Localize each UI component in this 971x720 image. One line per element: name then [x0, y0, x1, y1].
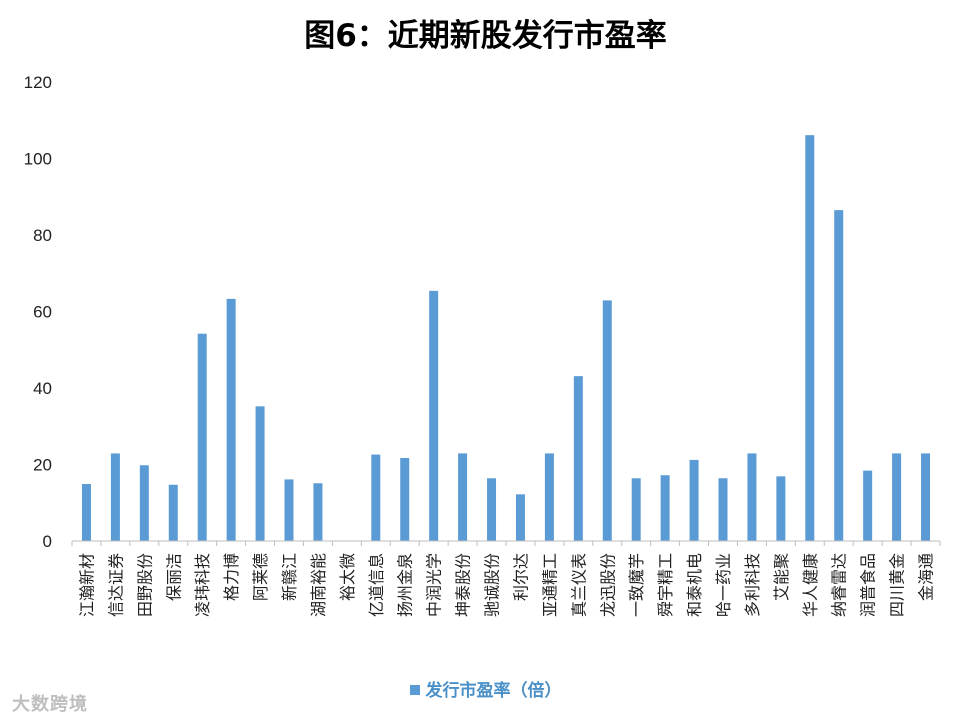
- bar: [834, 210, 844, 541]
- y-tick-label: 100: [24, 150, 52, 169]
- bar: [139, 465, 149, 541]
- bar: [313, 483, 323, 541]
- y-tick-label: 0: [43, 532, 52, 551]
- bar: [371, 454, 381, 541]
- x-tick-label: 亚通精工: [540, 553, 559, 617]
- bar: [168, 484, 178, 541]
- bar: [255, 406, 265, 541]
- x-tick-label: 江瀚新材: [77, 553, 96, 617]
- bar: [921, 453, 931, 541]
- bar: [689, 459, 699, 541]
- watermark: 大数跨境: [12, 694, 88, 715]
- x-tick-label: 纳睿雷达: [830, 553, 849, 617]
- bar: [805, 135, 815, 542]
- x-tick-label: 田野股份: [135, 553, 154, 617]
- bar: [718, 478, 728, 541]
- legend: 发行市盈率（倍）: [0, 676, 971, 701]
- x-tick-label: 润普食品: [859, 553, 878, 617]
- x-tick-label: 坤泰股份: [454, 553, 473, 617]
- x-tick-label: 阿莱德: [251, 553, 270, 601]
- x-tick-label: 亿道信息: [367, 553, 386, 617]
- x-tick-label: 哈一药业: [714, 553, 733, 617]
- x-tick-label: 新赣江: [280, 553, 299, 601]
- bar: [226, 298, 236, 541]
- x-tick-label: 一致魔芋: [627, 553, 646, 617]
- x-tick-label: 中润光学: [425, 553, 444, 617]
- x-tick-label: 金海通: [917, 553, 936, 601]
- x-tick-label: 湖南裕能: [309, 553, 328, 617]
- x-tick-label: 利尔达: [511, 553, 530, 601]
- x-tick-label: 华人健康: [801, 553, 820, 617]
- chart-title: 图6：近期新股发行市盈率: [304, 18, 667, 54]
- bar: [573, 376, 583, 541]
- x-axis: 江瀚新材 信达证券 田野股份 保丽洁 凌玮科技 格力博 阿莱德 新赣江 湖南裕能 裕太微 亿道信息扬…: [71, 540, 941, 617]
- bars-group: [81, 135, 931, 542]
- legend-swatch: [409, 685, 420, 695]
- x-tick-label: 驰诚股份: [483, 553, 502, 617]
- y-tick-label: 40: [33, 379, 52, 398]
- bar: [515, 494, 525, 541]
- bar: [81, 484, 91, 541]
- x-tick-label: 格力博: [222, 553, 241, 601]
- bar: [776, 476, 786, 541]
- x-tick-label: 四川黄金: [888, 553, 907, 617]
- y-tick-label: 80: [33, 226, 52, 245]
- x-tick-label: 凌玮科技: [193, 553, 212, 617]
- x-tick-label: 真兰仪表: [569, 553, 588, 617]
- x-tick-label: 和泰机电: [685, 553, 704, 617]
- bar: [747, 453, 757, 541]
- x-tick-label: 龙迅股份: [598, 553, 617, 617]
- y-tick-label: 60: [33, 303, 52, 322]
- bar: [892, 453, 902, 541]
- y-tick-label: 120: [24, 73, 52, 92]
- x-tick-label: 裕太微: [338, 553, 357, 601]
- bar: [284, 479, 294, 541]
- bar: [458, 453, 468, 541]
- bar: [429, 290, 439, 541]
- bar-chart: 0 20 40 60 80 100 120 江瀚新材 信达证券 田野股份 保丽洁 凌玮科技 格力博 阿莱…: [24, 73, 941, 617]
- y-axis: 0 20 40 60 80 100 120: [24, 73, 52, 551]
- x-tick-label: 信达证券: [106, 553, 125, 617]
- bar: [631, 478, 641, 541]
- bar: [197, 333, 207, 541]
- x-tick-label: 艾能聚: [772, 553, 791, 601]
- x-tick-label: 保丽洁: [164, 553, 183, 601]
- bar: [863, 470, 873, 541]
- bar: [487, 478, 497, 541]
- bar: [110, 453, 120, 541]
- legend-label: 发行市盈率（倍）: [425, 681, 562, 701]
- x-tick-label: 多利科技: [743, 553, 762, 617]
- bar: [400, 457, 410, 541]
- y-tick-label: 20: [33, 456, 52, 475]
- x-tick-label: 舜宇精工: [656, 553, 675, 617]
- bar: [544, 453, 554, 541]
- bar: [660, 475, 670, 541]
- x-tick-label: 扬州金泉: [396, 553, 415, 617]
- bar: [602, 300, 612, 541]
